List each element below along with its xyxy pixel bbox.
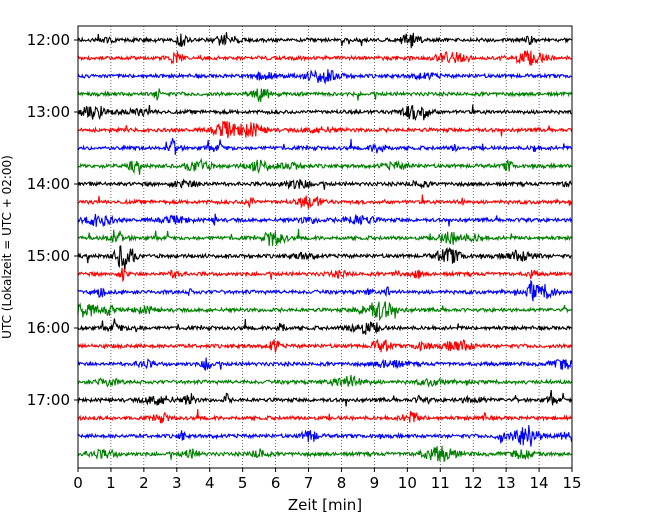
x-axis-label: Zeit [min] — [288, 496, 362, 514]
trace-line — [77, 445, 572, 463]
x-axis: 0 1 2 3 4 5 6 7 8 9 10 11 12 13 14 15 — [73, 468, 582, 492]
trace-line — [77, 301, 572, 322]
y-tick-label: 15:00 — [27, 247, 70, 265]
y-tick-label: 12:00 — [27, 31, 70, 49]
x-tick-label: 4 — [205, 474, 215, 492]
trace-line — [77, 389, 573, 407]
x-tick-label: 1 — [106, 474, 116, 492]
trace-line — [77, 375, 572, 388]
trace-line — [77, 213, 573, 228]
x-tick-label: 8 — [337, 474, 347, 492]
trace-line — [77, 279, 573, 302]
trace-line — [77, 50, 572, 66]
x-tick-label: 6 — [271, 474, 281, 492]
trace-line — [77, 338, 572, 353]
trace-line — [77, 318, 572, 335]
x-tick-label: 7 — [304, 474, 314, 492]
y-tick-label: 13:00 — [27, 103, 70, 121]
trace-line — [77, 267, 572, 283]
x-tick-label: 13 — [497, 474, 516, 492]
y-tick-label: 16:00 — [27, 319, 70, 337]
y-axis: 12:00 13:00 14:00 15:00 16:00 17:00 — [27, 31, 78, 409]
x-tick-label: 0 — [73, 474, 83, 492]
plot-frame — [77, 25, 573, 469]
trace-line — [77, 229, 573, 247]
trace-line — [77, 32, 572, 49]
trace-line — [77, 104, 572, 121]
plot-background — [78, 26, 572, 468]
traces — [77, 32, 573, 463]
trace-line — [77, 137, 572, 155]
trace-line — [77, 425, 573, 447]
trace-line — [77, 194, 573, 209]
trace-line — [77, 157, 572, 175]
y-axis-label: UTC (Lokalzeit = UTC + 02:00) — [0, 155, 14, 339]
x-tick-label: 2 — [139, 474, 149, 492]
y-tick-label: 17:00 — [27, 391, 70, 409]
x-tick-label: 10 — [398, 474, 417, 492]
trace-line — [77, 120, 573, 139]
x-tick-label: 9 — [370, 474, 380, 492]
x-tick-label: 11 — [431, 474, 450, 492]
x-tick-label: 3 — [172, 474, 182, 492]
x-tick-label: 12 — [464, 474, 483, 492]
x-tick-label: 5 — [238, 474, 248, 492]
trace-line — [77, 178, 572, 190]
trace-line — [77, 245, 572, 270]
y-tick-label: 14:00 — [27, 175, 70, 193]
x-tick-label: 15 — [562, 474, 581, 492]
trace-line — [77, 69, 572, 85]
x-tick-label: 14 — [530, 474, 549, 492]
trace-line — [77, 409, 572, 424]
trace-line — [77, 357, 573, 372]
trace-line — [77, 88, 573, 102]
